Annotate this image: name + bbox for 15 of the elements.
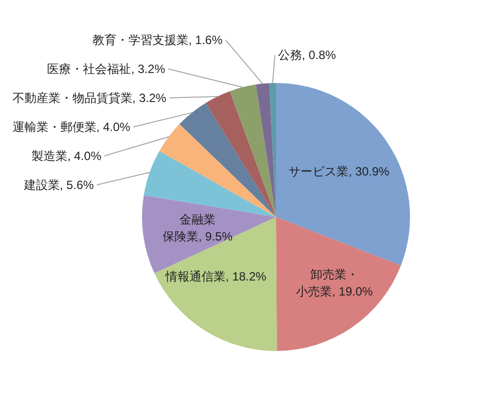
slice-label: 運輸業・郵便業, 4.0% bbox=[12, 120, 131, 134]
slice-label: 卸売業・小売業, 19.0% bbox=[296, 268, 374, 299]
pie-slice bbox=[276, 83, 410, 266]
slice-label: 金融業保険業, 9.5% bbox=[162, 212, 233, 244]
slice-label: 不動産業・物品賃貸業, 3.2% bbox=[12, 90, 167, 105]
slice-label: 建設業, 5.6% bbox=[22, 178, 94, 192]
slice-label: 教育・学習支援業, 1.6% bbox=[92, 32, 223, 47]
slice-label: サービス業, 30.9% bbox=[288, 164, 390, 179]
slice-label: 公務, 0.8% bbox=[278, 48, 336, 62]
slice-label: 製造業, 4.0% bbox=[31, 148, 102, 163]
pie-slice bbox=[230, 84, 276, 217]
slice-label: 医療・社会福祉, 3.2% bbox=[47, 62, 166, 76]
pie-slice bbox=[276, 217, 401, 351]
slice-label: 情報通信業, 18.2% bbox=[164, 269, 267, 284]
pie-slice bbox=[256, 83, 276, 217]
